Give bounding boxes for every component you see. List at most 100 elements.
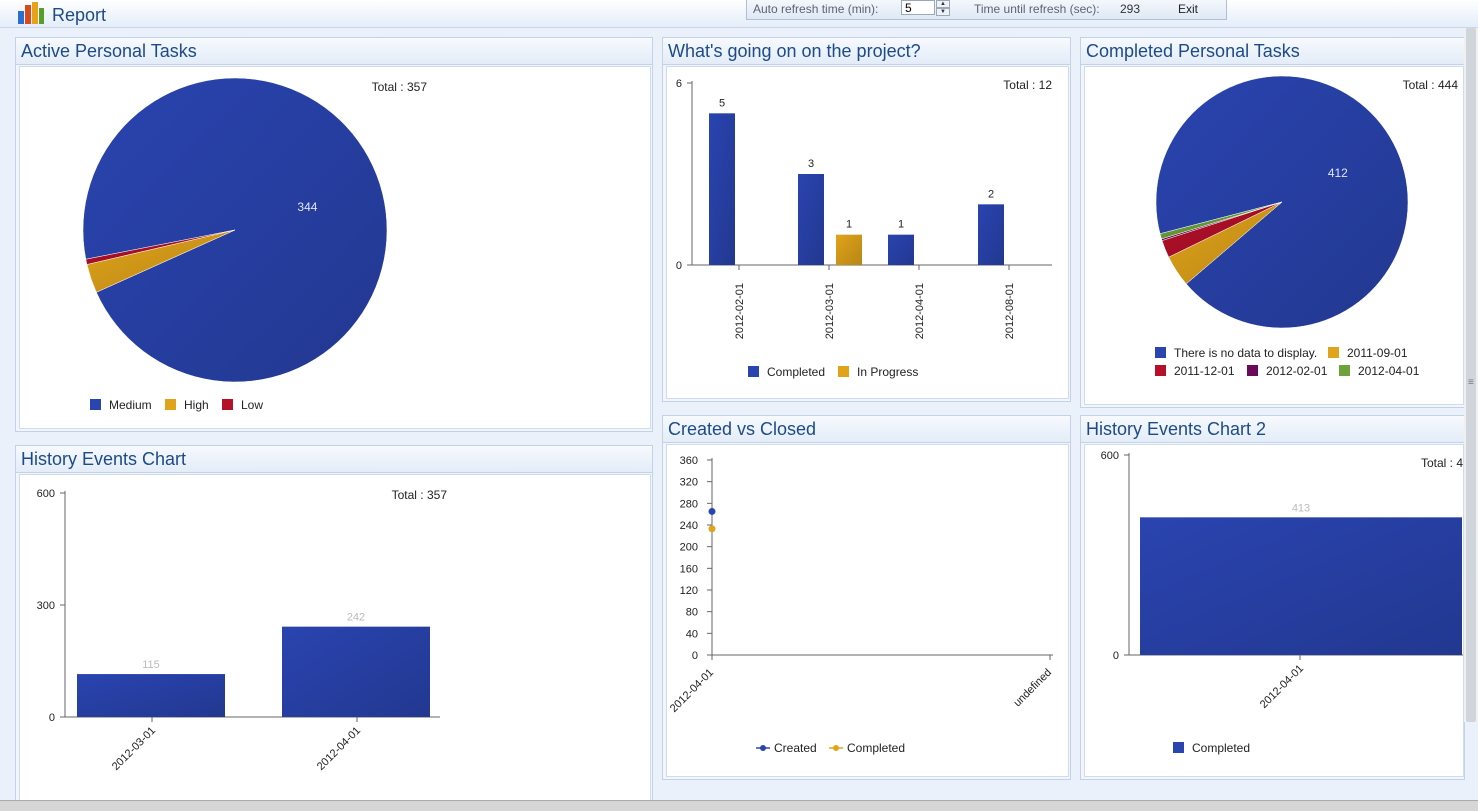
- legend-swatch: [838, 366, 849, 377]
- legend-label: In Progress: [857, 365, 918, 379]
- legend-swatch: [222, 399, 233, 410]
- history-events-2-panel: History Events Chart 2 0 600 2012-04-01 413…: [1080, 415, 1465, 780]
- pie-slice-medium: [82, 77, 388, 383]
- y-tick-label: 300: [37, 600, 55, 612]
- panel-header: History Events Chart: [16, 446, 652, 473]
- panel-header: Active Personal Tasks: [16, 38, 652, 65]
- bar-chart-logo-icon: [18, 2, 44, 24]
- completed-tasks-pie-chart: 412 Total : 444 There is no data to displa…: [1155, 75, 1459, 378]
- legend-label: 2012-02-01: [1266, 364, 1328, 378]
- auto-refresh-input[interactable]: [901, 0, 935, 15]
- y-tick-label: 0: [676, 260, 682, 272]
- legend-label: 2011-09-01: [1347, 346, 1408, 360]
- bar-value-label: 1: [898, 219, 904, 231]
- x-tick-label: 2012-03-01: [110, 725, 158, 773]
- x-tick-label: undefined: [1011, 667, 1054, 710]
- pie-value-label: 344: [297, 200, 317, 214]
- active-tasks-panel: Active Personal Tasks 344 Total : 357 Medi…: [15, 37, 653, 432]
- legend-swatch: [1155, 347, 1166, 358]
- scrollbar-thumb[interactable]: [1466, 28, 1476, 722]
- legend-label: 2012-04-01: [1358, 364, 1420, 378]
- legend-swatch: [1173, 742, 1184, 753]
- legend-swatch: [90, 399, 101, 410]
- spin-up-icon[interactable]: ▲: [936, 0, 950, 8]
- time-until-value: 293: [1120, 2, 1141, 16]
- chart-total-label: Total : 444: [1403, 78, 1459, 92]
- panel-title: Created vs Closed: [668, 419, 817, 439]
- panel-title: History Events Chart: [21, 449, 187, 469]
- y-tick-label: 120: [680, 585, 698, 597]
- bar-value-label: 413: [1292, 502, 1310, 514]
- legend-marker: [760, 745, 766, 751]
- active-tasks-pie-chart: 344 Total : 357 Medium High Low: [82, 77, 427, 412]
- auto-refresh-label: Auto refresh time (min):: [753, 2, 879, 16]
- history-events-2-bar-chart: 0 600 2012-04-01 413 Total : 4 Completed: [1101, 450, 1463, 755]
- refresh-toolbar: Auto refresh time (min): ▲ ▼ Time until …: [746, 0, 1227, 20]
- legend-swatch: [1155, 365, 1166, 376]
- panel-header: What's going on on the project?: [663, 38, 1070, 65]
- created-vs-closed-line-chart: 0 40 80 120 160 200 240 280 320 360 2012-04-01 unde…: [668, 455, 1054, 755]
- chart-area: 0 600 2012-04-01 413 Total : 4 Completed: [1084, 444, 1464, 777]
- panel-title: Completed Personal Tasks: [1086, 41, 1300, 61]
- y-tick-label: 6: [676, 78, 682, 90]
- bar: [978, 204, 1004, 265]
- chart-area: 344 Total : 357 Medium High Low: [19, 66, 651, 429]
- y-tick-label: 360: [680, 455, 698, 467]
- y-tick-label: 0: [49, 712, 55, 724]
- chart-total-label: Total : 12: [1003, 78, 1052, 92]
- panel-title: What's going on on the project?: [668, 41, 921, 61]
- legend-label: There is no data to display.: [1174, 346, 1317, 360]
- legend-swatch: [1328, 347, 1339, 358]
- bar: [1140, 517, 1462, 655]
- x-tick-label: 2012-04-01: [1258, 663, 1306, 711]
- bar-value-label: 242: [347, 612, 365, 624]
- bar: [836, 234, 862, 265]
- pie-slice-low: [85, 229, 236, 265]
- chart-area: 412 Total : 444 There is no data to displa…: [1084, 66, 1464, 405]
- x-tick-label: 2012-02-01: [734, 283, 746, 339]
- legend-label: Completed: [767, 365, 825, 379]
- legend-label: Created: [774, 741, 817, 755]
- chart-area: 0 40 80 120 160 200 240 280 320 360 2012-04-01 unde…: [666, 444, 1069, 777]
- scroll-grip-icon: ≡: [1468, 377, 1474, 388]
- pie-value-label: 412: [1328, 166, 1348, 180]
- y-tick-label: 240: [680, 520, 698, 532]
- legend-label: 2011-12-01: [1174, 364, 1235, 378]
- top-bar: Report Auto refresh time (min): ▲ ▼ Time…: [0, 0, 1478, 28]
- legend-label: Medium: [109, 398, 152, 412]
- legend-label: Completed: [847, 741, 905, 755]
- y-tick-label: 600: [37, 488, 55, 500]
- y-tick-label: 160: [680, 563, 698, 575]
- exit-button[interactable]: Exit: [1173, 0, 1203, 18]
- vertical-scrollbar[interactable]: [1464, 28, 1478, 722]
- whats-going-on-panel: What's going on on the project? 0 6 2012-0…: [662, 37, 1071, 402]
- x-tick-label: 2012-08-01: [1004, 283, 1016, 339]
- y-tick-label: 280: [680, 498, 698, 510]
- chart-area: 0 6 2012-02-01 5 2012-03-01 3 1 2012-04-01 1 2012…: [666, 66, 1069, 399]
- spin-down-icon[interactable]: ▼: [936, 8, 950, 16]
- pie-slice-2012-04-01: [1159, 201, 1283, 240]
- bar-value-label: 5: [719, 97, 725, 109]
- bar-value-label: 3: [808, 158, 814, 170]
- line-point: [708, 507, 716, 515]
- y-tick-label: 80: [686, 607, 698, 619]
- line-point: [708, 525, 716, 533]
- bar: [282, 626, 430, 717]
- x-tick-label: 2012-04-01: [914, 283, 926, 339]
- chart-area: 0 300 600 2012-03-01 115 2012-04-01 242 Total :…: [19, 474, 651, 806]
- legend-label: Completed: [1192, 741, 1250, 755]
- x-tick-label: 2012-03-01: [824, 283, 836, 339]
- history-events-bar-chart: 0 300 600 2012-03-01 115 2012-04-01 242 Total :…: [37, 488, 448, 773]
- completed-tasks-panel: Completed Personal Tasks 412 Total : 444 T…: [1080, 37, 1465, 408]
- bar-value-label: 1: [846, 219, 852, 231]
- panel-header: Created vs Closed: [663, 416, 1070, 443]
- bar-value-label: 115: [142, 659, 160, 671]
- y-tick-label: 0: [1113, 650, 1119, 662]
- legend-swatch: [748, 366, 759, 377]
- whats-going-on-bar-chart: 0 6 2012-02-01 5 2012-03-01 3 1 2012-04-01 1 2012…: [676, 78, 1052, 379]
- y-tick-label: 200: [680, 542, 698, 554]
- legend-swatch: [1247, 365, 1258, 376]
- history-events-panel: History Events Chart 0 300 600 2012-03-01 11…: [15, 445, 653, 806]
- legend-marker: [833, 745, 839, 751]
- legend-label: High: [184, 398, 209, 412]
